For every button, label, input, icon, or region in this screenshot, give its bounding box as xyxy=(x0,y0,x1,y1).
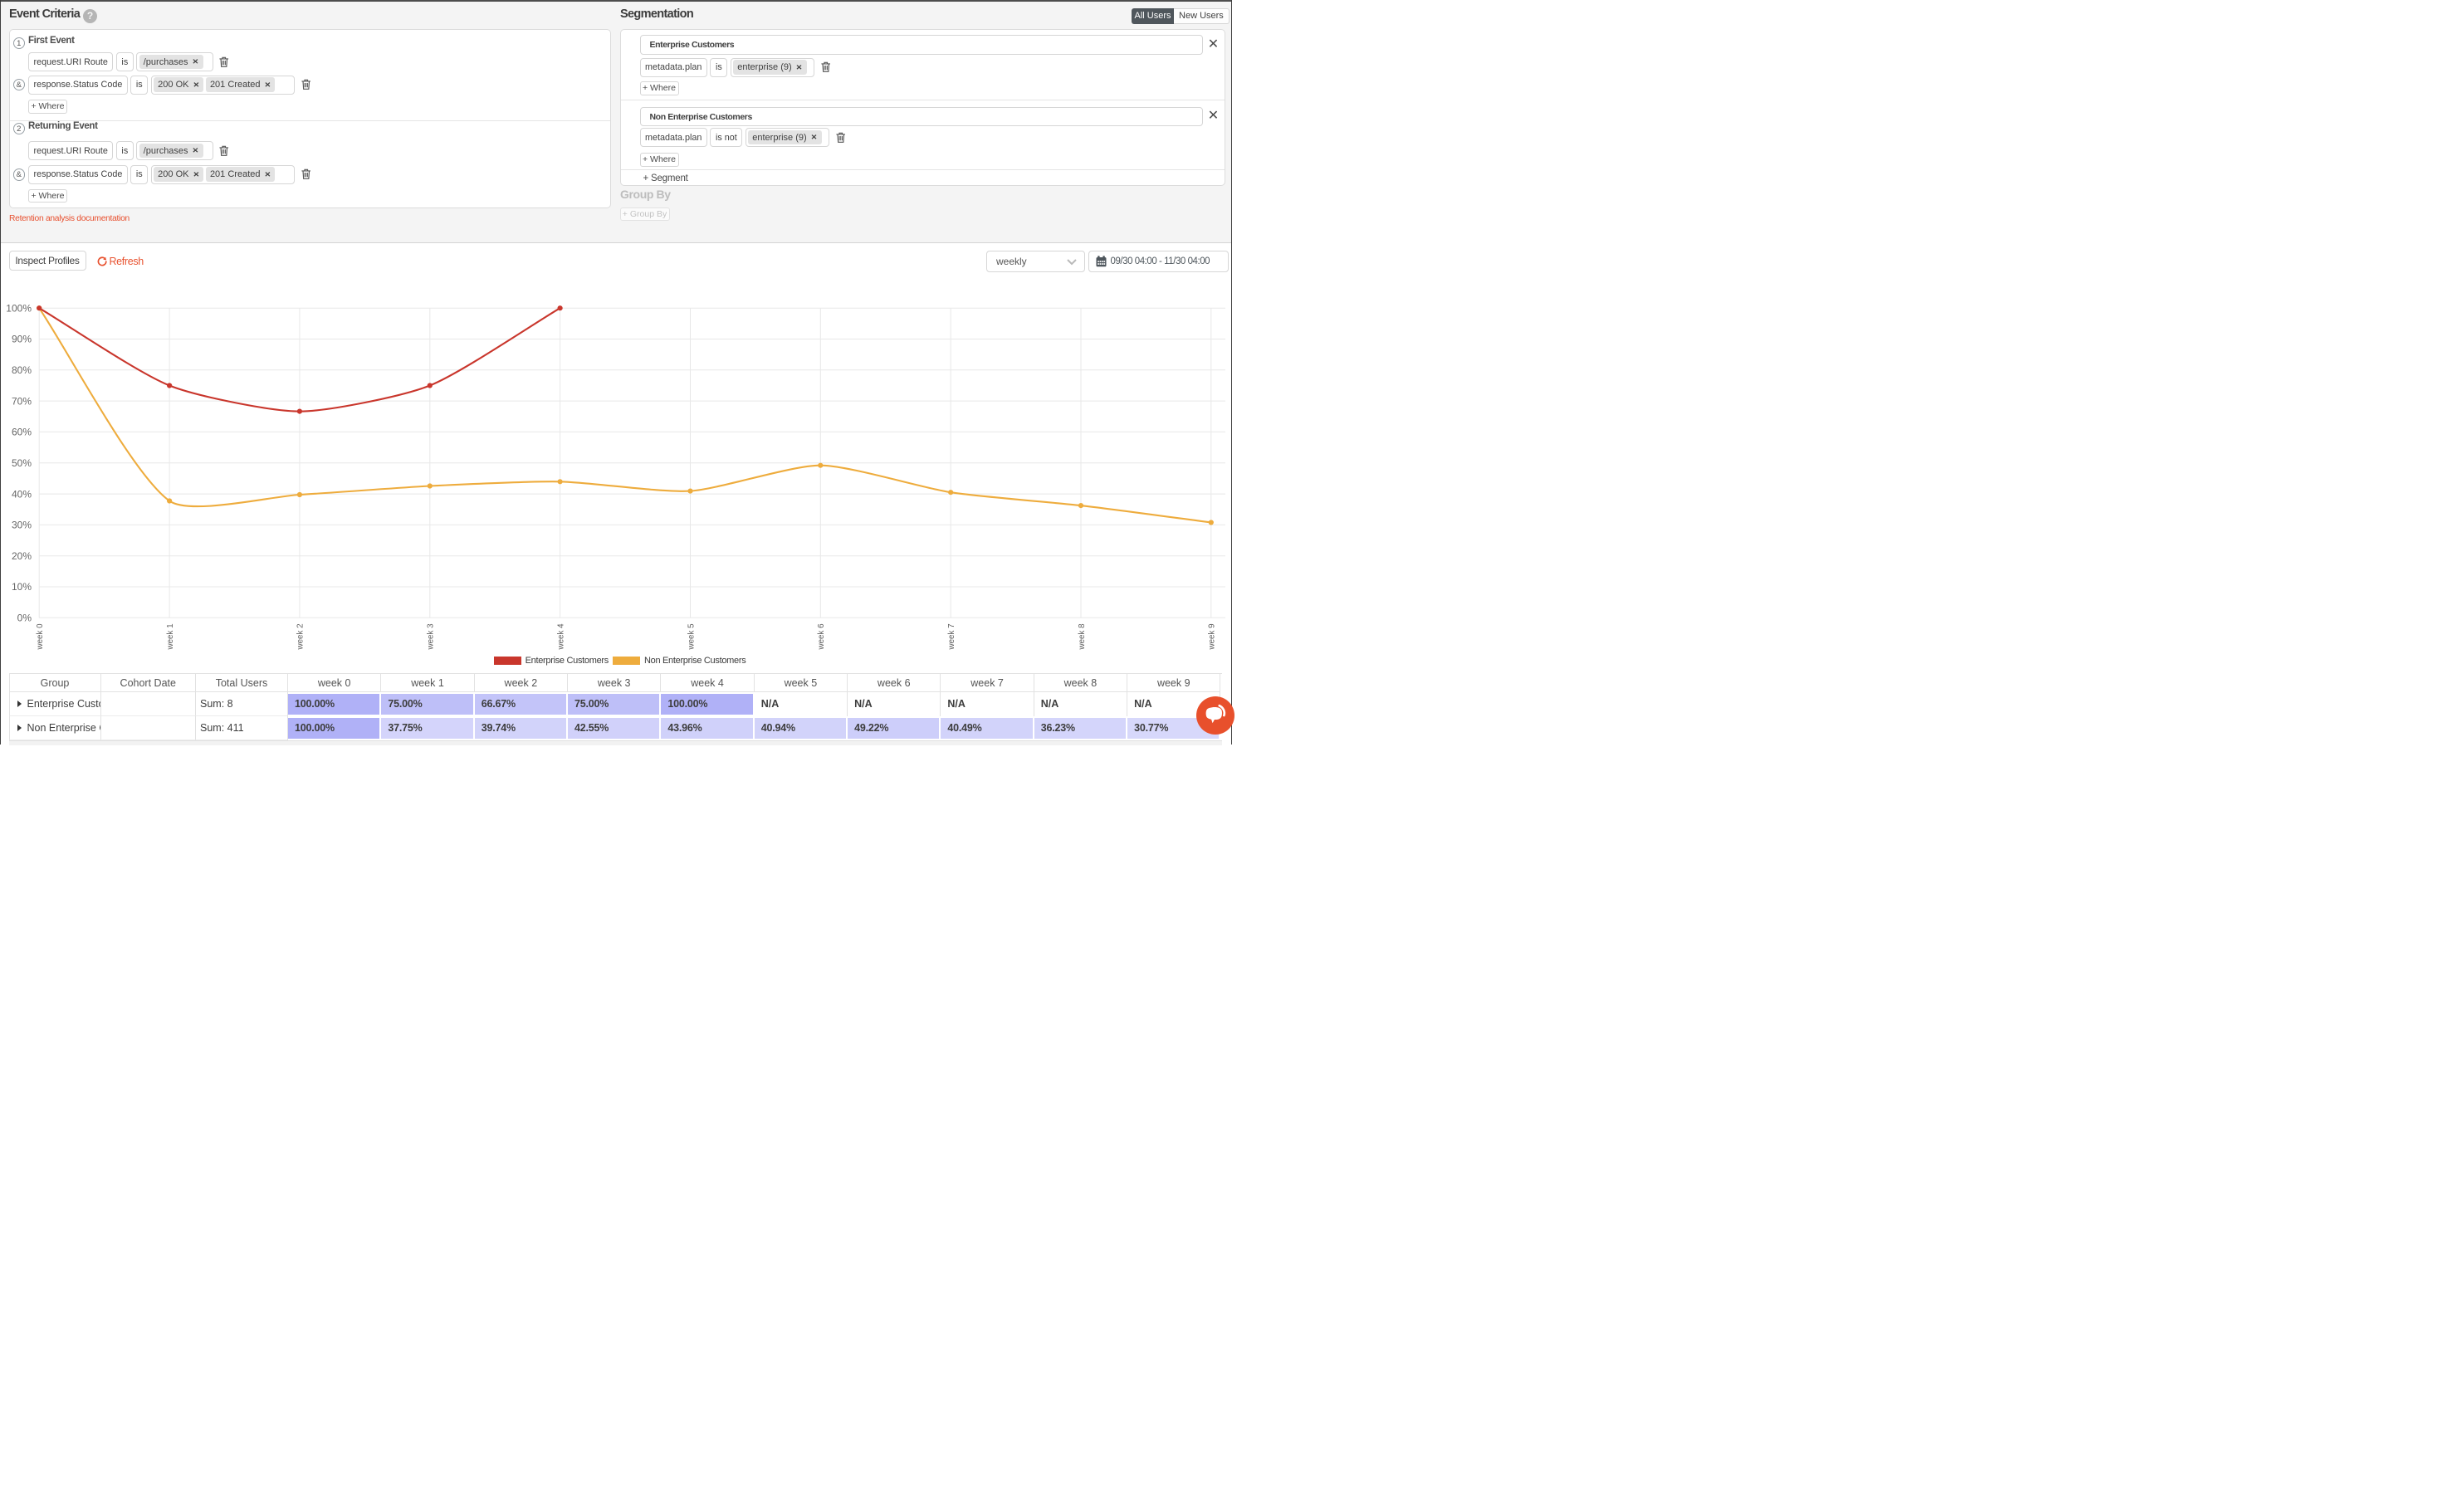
svg-text:100%: 100% xyxy=(6,302,32,314)
svg-text:week 3: week 3 xyxy=(427,623,436,651)
svg-text:week 1: week 1 xyxy=(166,623,175,650)
svg-text:0%: 0% xyxy=(17,613,32,624)
svg-text:50%: 50% xyxy=(12,457,32,469)
svg-text:week 7: week 7 xyxy=(947,623,956,650)
svg-text:week 4: week 4 xyxy=(556,623,565,651)
svg-text:week 6: week 6 xyxy=(817,623,826,651)
svg-text:week 5: week 5 xyxy=(687,623,696,651)
svg-text:week 2: week 2 xyxy=(296,623,306,650)
svg-text:90%: 90% xyxy=(12,334,32,345)
svg-text:40%: 40% xyxy=(12,488,32,500)
svg-text:70%: 70% xyxy=(12,395,32,407)
svg-text:week 9: week 9 xyxy=(1208,623,1217,650)
svg-text:20%: 20% xyxy=(12,550,32,562)
svg-text:10%: 10% xyxy=(12,581,32,593)
svg-text:week 8: week 8 xyxy=(1078,623,1087,651)
svg-text:80%: 80% xyxy=(12,364,32,376)
svg-text:30%: 30% xyxy=(12,520,32,531)
svg-text:week 0: week 0 xyxy=(36,623,45,651)
svg-text:60%: 60% xyxy=(12,427,32,438)
